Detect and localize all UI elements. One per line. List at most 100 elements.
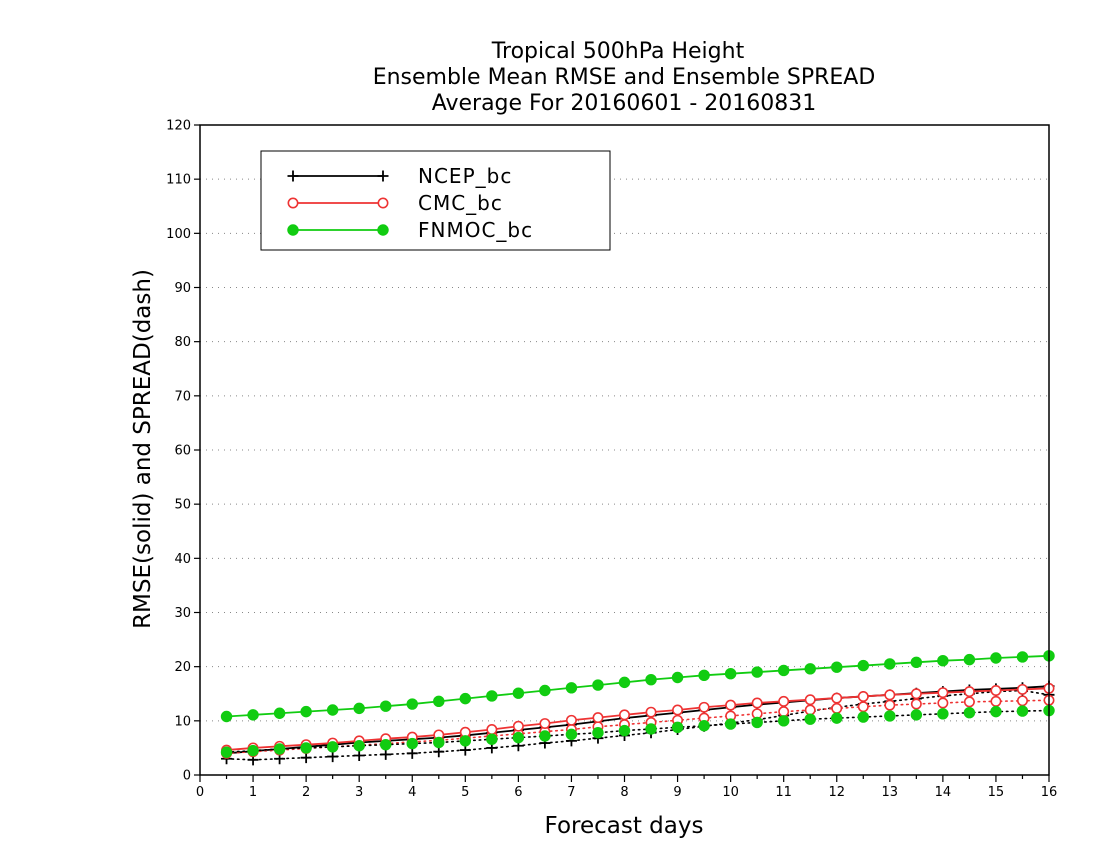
rmse-point-fnmoc-bc: [618, 676, 631, 689]
legend-entry-ncep-bc: NCEP_bc: [287, 164, 512, 188]
spread-point-fnmoc-bc: [910, 709, 923, 721]
rmse-point-fnmoc-bc: [777, 664, 790, 677]
x-tick-label: 2: [302, 785, 310, 800]
rmse-point-fnmoc-bc: [645, 673, 657, 686]
spread-point-cmc-bc: [990, 695, 1002, 707]
x-tick-label: 3: [355, 785, 363, 800]
spread-point-fnmoc-bc: [512, 731, 525, 744]
spread-point-fnmoc-bc: [645, 723, 657, 735]
spread-point-fnmoc-bc: [724, 718, 737, 730]
spread-point-cmc-bc: [1016, 695, 1028, 707]
y-tick-label: 80: [174, 335, 191, 350]
spread-point-fnmoc-bc: [539, 730, 551, 742]
x-tick-label: 12: [828, 785, 845, 800]
spread-point-cmc-bc: [963, 696, 975, 708]
spread-point-cmc-bc: [804, 704, 816, 716]
rmse-point-cmc-bc: [804, 694, 816, 706]
rmse-point-cmc-bc: [565, 714, 577, 726]
rmse-point-cmc-bc: [884, 689, 896, 701]
rmse-point-fnmoc-bc: [831, 661, 843, 673]
x-tick-label: 6: [514, 785, 522, 800]
legend-entry-cmc-bc: CMC_bc: [287, 191, 502, 215]
legend-marker-end-cmc-bc: [377, 197, 389, 209]
spread-point-fnmoc-bc: [857, 711, 870, 723]
rmse-point-fnmoc-bc: [273, 707, 286, 719]
rmse-point-fnmoc-bc: [1016, 651, 1029, 663]
legend-marker-start-ncep-bc: [287, 170, 299, 182]
rmse-point-cmc-bc: [963, 686, 975, 698]
rmse-point-cmc-bc: [619, 709, 630, 721]
rmse-point-cmc-bc: [1016, 683, 1028, 695]
series-layer: [220, 650, 1055, 766]
spread-point-fnmoc-bc: [326, 741, 339, 753]
spread-point-ncep-bc: [300, 752, 312, 764]
legend-marker-end-fnmoc-bc: [377, 224, 389, 236]
y-axis-label: RMSE(solid) and SPREAD(dash): [130, 269, 156, 629]
spread-point-fnmoc-bc: [618, 724, 631, 737]
spread-point-fnmoc-bc: [353, 740, 365, 752]
legend-box: [260, 150, 611, 251]
chart-title-line-2: Ensemble Mean RMSE and Ensemble SPREAD: [373, 65, 876, 90]
spread-point-cmc-bc: [778, 706, 790, 718]
spread-point-fnmoc-bc: [698, 719, 710, 732]
spread-point-fnmoc-bc: [671, 721, 684, 734]
y-tick-label: 10: [174, 714, 191, 729]
rmse-point-fnmoc-bc: [300, 705, 312, 718]
rmse-point-cmc-bc: [778, 695, 790, 707]
rmse-point-cmc-bc: [486, 724, 498, 735]
y-tick-label: 0: [183, 769, 191, 784]
rmse-point-fnmoc-bc: [990, 652, 1002, 664]
x-tick-label: 9: [673, 785, 681, 800]
y-tick-label: 60: [174, 444, 191, 459]
rmse-point-cmc-bc: [857, 690, 869, 702]
spread-point-fnmoc-bc: [433, 736, 445, 749]
rmse-point-fnmoc-bc: [884, 658, 896, 670]
rmse-point-fnmoc-bc: [698, 669, 710, 682]
rmse-point-cmc-bc: [910, 688, 922, 700]
rmse-point-fnmoc-bc: [486, 690, 498, 702]
rmse-point-fnmoc-bc: [804, 663, 816, 675]
spread-point-fnmoc-bc: [220, 746, 233, 758]
rmse-point-cmc-bc: [990, 685, 1002, 696]
rmse-point-fnmoc-bc: [379, 700, 392, 712]
x-tick-label: 10: [722, 785, 739, 800]
rmse-point-cmc-bc: [751, 697, 763, 709]
rmse-point-fnmoc-bc: [406, 698, 418, 710]
y-tick-label: 20: [174, 660, 191, 675]
rmse-point-cmc-bc: [512, 720, 524, 732]
spread-point-fnmoc-bc: [247, 744, 259, 757]
legend-entries: NCEP_bc CMC_bc FNMOC_bc: [287, 164, 532, 242]
y-tick-label: 120: [166, 119, 191, 134]
spread-point-ncep-bc: [353, 750, 365, 761]
rmse-point-fnmoc-bc: [353, 702, 365, 715]
rmse-point-fnmoc-bc: [751, 666, 763, 678]
rmse-point-fnmoc-bc: [433, 695, 445, 708]
rmse-point-fnmoc-bc: [247, 709, 259, 721]
spread-point-fnmoc-bc: [379, 738, 392, 751]
rmse-point-cmc-bc: [698, 701, 710, 713]
legend-marker-start-cmc-bc: [287, 197, 299, 209]
spread-point-fnmoc-bc: [406, 737, 418, 750]
legend-label-ncep-bc: NCEP_bc: [418, 164, 512, 188]
spread-point-fnmoc-bc: [804, 713, 816, 725]
spread-point-fnmoc-bc: [273, 743, 286, 755]
rmse-point-fnmoc-bc: [671, 671, 684, 684]
y-tick-label: 40: [174, 552, 191, 567]
spread-point-fnmoc-bc: [937, 708, 949, 720]
rmse-point-fnmoc-bc: [565, 682, 578, 694]
legend: NCEP_bc CMC_bc FNMOC_bc: [260, 150, 611, 251]
spread-point-ncep-bc: [380, 748, 392, 760]
y-tick-label: 90: [174, 281, 191, 296]
spread-point-fnmoc-bc: [751, 716, 763, 729]
x-tick-label: 4: [408, 785, 416, 800]
x-tick-label: 1: [249, 785, 257, 800]
spread-point-fnmoc-bc: [963, 706, 976, 719]
rmse-point-cmc-bc: [645, 706, 657, 718]
rmse-point-cmc-bc: [672, 704, 684, 716]
spread-point-ncep-bc: [406, 747, 418, 759]
plot-frame: [199, 124, 1050, 776]
spread-point-fnmoc-bc: [884, 710, 896, 722]
rmse-point-fnmoc-bc: [857, 659, 870, 672]
